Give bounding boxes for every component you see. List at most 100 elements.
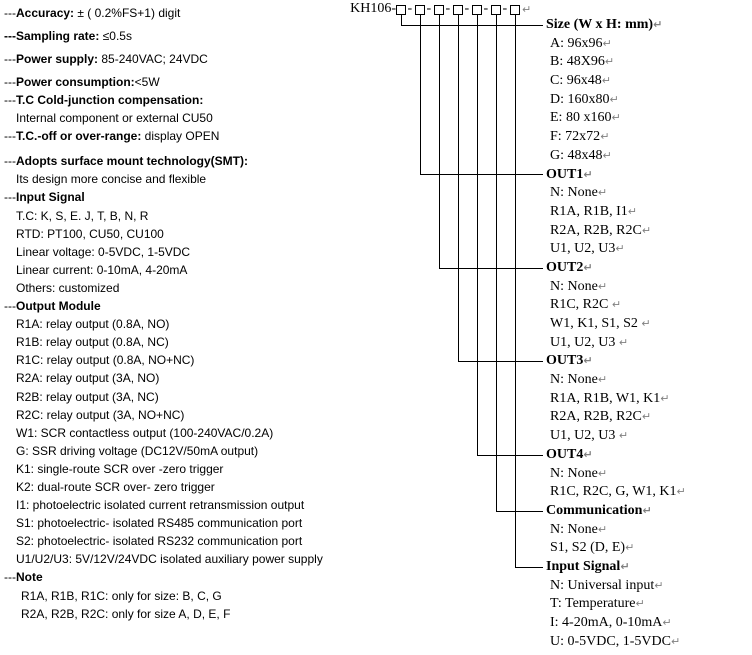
spec-line: Linear current: 0-10mA, 4-20mA [4, 261, 376, 279]
spec-line: T.C: K, S, E. J, T, B, N, R [4, 207, 376, 225]
order-section-label: Input Signal↵ [546, 558, 746, 577]
spec-line-text: display OPEN [141, 129, 220, 144]
order-section-label: OUT4↵ [546, 446, 746, 465]
spec-line-text: G: SSR driving voltage (DC12V/50mA outpu… [16, 443, 259, 458]
model-digit-box [491, 5, 501, 15]
return-icon: ↵ [597, 466, 608, 480]
model-separator-dash: - [464, 1, 470, 16]
order-row-text: E: 80 x160 [550, 110, 612, 126]
order-row-text: R1C, R2C [550, 297, 612, 313]
return-icon: ↵ [611, 111, 621, 125]
order-row-text: N: None [550, 465, 598, 481]
return-icon: ↵ [583, 167, 593, 181]
return-icon: ↵ [635, 597, 645, 611]
order-option-row: R2A, R2B, R2C↵ [546, 222, 746, 241]
spec-line-text: R2A: relay output (3A, NO) [16, 371, 160, 386]
return-icon: ↵ [641, 317, 651, 330]
order-row-text: R2A, R2B, R2C [550, 409, 642, 425]
model-digit-box [453, 5, 463, 15]
order-row-text: N: Universal input [550, 577, 655, 593]
spec-line-dashes: --- [4, 93, 16, 107]
order-row-text: W1, K1, S1, S2 [550, 316, 642, 331]
spec-line-dashes: --- [4, 154, 16, 169]
spec-line-dashes: --- [4, 75, 16, 89]
order-section-label: OUT2↵ [546, 259, 746, 278]
order-option-row: N: None↵ [546, 184, 746, 203]
specifications-list: ---Accuracy: ± ( 0.2%FS+1) digit ---Sampl… [4, 5, 376, 623]
order-option-row: F: 72x72↵ [546, 128, 746, 147]
spec-line-text: 85-240VAC; 24VDC [98, 52, 208, 66]
spec-line: ---T.C Cold-junction compensation: [4, 91, 376, 109]
connector-line [477, 15, 543, 456]
connector-line [439, 15, 543, 269]
spec-line-text: ± ( 0.2%FS+1) digit [74, 6, 181, 20]
spec-line: ---T.C.-off or over-range: display OPEN [4, 127, 376, 145]
order-row-text: G: 48x48 [550, 147, 603, 163]
return-icon: ↵ [676, 485, 686, 499]
ordering-options-list: Size (W x H: mm)↵ A: 96x96↵ B: 48X96↵ C: 96… [546, 16, 746, 651]
spec-line: R2A: relay output (3A, NO) [4, 369, 376, 387]
order-option-row: U1, U2, U3 ↵ [546, 334, 746, 353]
spec-line: ---Accuracy: ± ( 0.2%FS+1) digit [4, 5, 376, 22]
order-option-row: S1, S2 (D, E)↵ [546, 539, 746, 558]
return-icon: ↵ [662, 616, 672, 629]
spec-line-text: S2: photoelectric- isolated RS232 commun… [16, 534, 303, 549]
order-option-row: N: Universal input↵ [546, 577, 746, 596]
connector-line [496, 15, 543, 512]
order-option-row: C: 96x48↵ [546, 72, 746, 91]
order-row-text: R1A, R1B, I1 [550, 203, 628, 219]
spec-line: R1A, R1B, R1C: only for size: B, C, G [4, 587, 376, 605]
model-digit-box [434, 5, 444, 15]
order-row-text: U1, U2, U3 [550, 241, 616, 257]
return-icon: ↵ [611, 298, 622, 312]
order-option-row: W1, K1, S1, S2 ↵ [546, 315, 746, 334]
order-option-row: U: 0-5VDC, 1-5VDC↵ [546, 633, 746, 652]
order-option-row: R1C, R2C, G, W1, K1↵ [546, 483, 746, 502]
spec-line: R1C: relay output (0.8A, NO+NC) [4, 351, 376, 369]
return-icon: ↵ [604, 55, 615, 69]
order-section-label: Size (W x H: mm)↵ [546, 16, 746, 35]
return-icon: ↵ [618, 429, 629, 443]
connector-line [515, 15, 543, 568]
return-icon: ↵ [641, 223, 652, 237]
spec-line: R2B: relay output (3A, NC) [4, 388, 376, 406]
spec-line-text: I1: photoelectric isolated current retra… [16, 498, 305, 513]
order-row-text: U: 0-5VDC, 1-5VDC [550, 633, 671, 649]
spec-line: Its design more concise and flexible [4, 170, 376, 188]
spec-line: S1: photoelectric- isolated RS485 commun… [4, 514, 376, 532]
spec-line: ---Sampling rate: ≤0.5s [4, 28, 376, 45]
spec-line-text: Others: customized [16, 280, 120, 295]
spec-line: Internal component or external CU50 [4, 109, 376, 127]
spec-line-text: R2A, R2B, R2C: only for size A, D, E, F [21, 606, 231, 621]
spec-line-text: R2C: relay output (3A, NO+NC) [16, 407, 185, 422]
spec-line-text: W1: SCR contactless output (100-240VAC/0… [16, 425, 274, 440]
order-option-row: N: None↵ [546, 371, 746, 390]
order-option-row: E: 80 x160↵ [546, 109, 746, 128]
order-section-label: OUT1↵ [546, 166, 746, 185]
spec-line: R2C: relay output (3A, NO+NC) [4, 406, 376, 424]
model-separator-dash: - [483, 1, 489, 16]
order-option-row: N: None↵ [546, 521, 746, 540]
spec-line: K1: single-route SCR over -zero trigger [4, 460, 376, 478]
order-option-row: R1A, R1B, I1↵ [546, 203, 746, 222]
spec-line-dashes: --- [4, 190, 16, 205]
return-icon: ↵ [597, 279, 608, 293]
order-row-text: R2A, R2B, R2C [550, 222, 642, 238]
order-row-text: Communication [546, 502, 643, 518]
order-option-row: A: 96x96↵ [546, 35, 746, 54]
model-separator-dash: - [502, 1, 508, 16]
return-icon: ↵ [597, 373, 608, 387]
return-icon: ↵ [583, 354, 593, 368]
spec-line-heading: Output Module [16, 299, 101, 314]
spec-line: ---Note [4, 568, 376, 586]
spec-line: R2A, R2B, R2C: only for size A, D, E, F [4, 605, 376, 623]
order-option-row: N: None↵ [546, 465, 746, 484]
spec-line: ---Output Module [4, 297, 376, 315]
model-separator-dash: - [407, 1, 413, 16]
spec-line: Others: customized [4, 279, 376, 297]
return-icon: ↵ [653, 18, 663, 31]
spec-line-text: Its design more concise and flexible [16, 172, 207, 187]
spec-line-heading: T.C Cold-junction compensation: [16, 93, 204, 107]
model-digit-box [472, 5, 482, 15]
